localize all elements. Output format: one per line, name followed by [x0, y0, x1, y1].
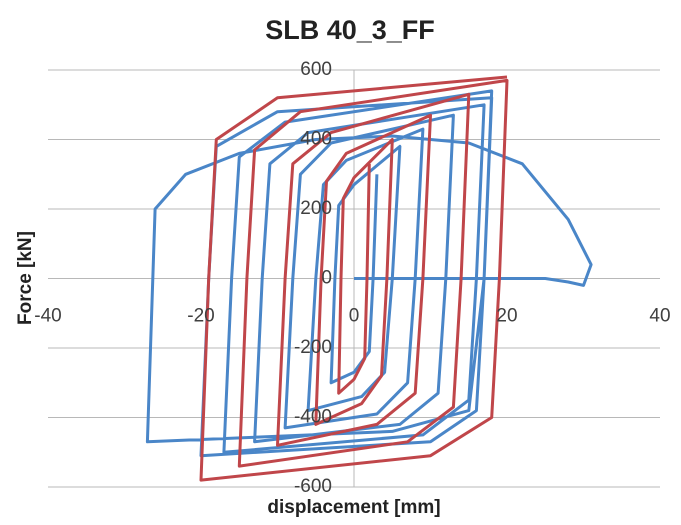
x-tick-label: 20: [496, 306, 517, 327]
hysteresis-line: [145, 89, 593, 458]
y-tick-label: -200: [294, 337, 332, 358]
y-tick-label: 600: [300, 59, 332, 80]
y-tick-label: 200: [300, 198, 332, 219]
x-tick-label: 40: [649, 306, 670, 327]
y-tick-label: -600: [294, 476, 332, 497]
x-tick-label: -20: [187, 306, 214, 327]
chart-title: SLB 40_3_FF: [265, 15, 435, 45]
x-axis-label: displacement [mm]: [267, 497, 440, 518]
x-tick-label: 0: [349, 306, 360, 327]
hysteresis-line: [199, 75, 509, 482]
y-tick-label: 0: [321, 268, 332, 289]
x-tick-label: -40: [34, 306, 61, 327]
y-tick-label: -400: [294, 407, 332, 428]
y-tick-label: 400: [300, 129, 332, 150]
y-axis-label: Force [kN]: [15, 231, 36, 325]
